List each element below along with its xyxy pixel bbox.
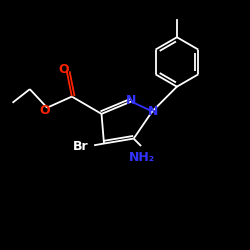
Text: O: O — [58, 63, 69, 76]
Text: N: N — [126, 94, 136, 106]
Text: N: N — [148, 105, 158, 118]
Text: Br: Br — [73, 140, 88, 152]
Text: NH₂: NH₂ — [129, 151, 155, 164]
Text: O: O — [39, 104, 50, 117]
